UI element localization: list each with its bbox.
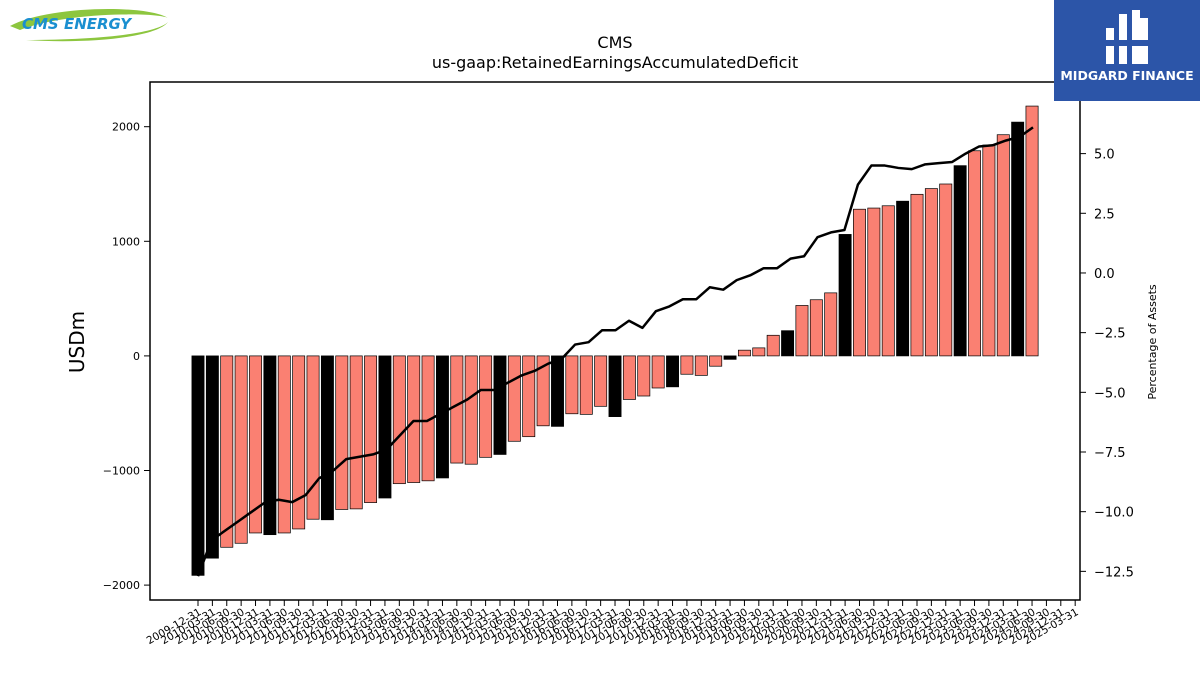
chart-title: CMS (597, 33, 632, 52)
y2-tick-label: −7.5 (1094, 446, 1126, 461)
bar (306, 355, 320, 520)
bar (479, 355, 493, 458)
bar (320, 355, 334, 521)
bar (838, 234, 852, 357)
bar (910, 193, 924, 357)
y-tick-label: −1000 (103, 465, 140, 478)
bar (407, 355, 421, 483)
y2-axis-label: Percentage of Assets (1146, 284, 1159, 400)
bar (853, 208, 866, 357)
bar (263, 355, 277, 536)
bar (867, 207, 881, 357)
bar (191, 355, 205, 576)
bar (752, 347, 766, 357)
bar (364, 355, 378, 503)
bar (464, 355, 478, 465)
bar (766, 334, 780, 357)
bar (608, 355, 622, 417)
bar (493, 355, 507, 455)
bar (565, 355, 579, 415)
bar (953, 165, 967, 357)
bar (378, 355, 392, 499)
chart-subtitle: us-gaap:RetainedEarningsAccumulatedDefic… (432, 53, 798, 72)
bar (737, 349, 751, 357)
bar (881, 205, 895, 357)
y-tick-label: 1000 (112, 235, 140, 248)
bar (1025, 105, 1039, 357)
bar (220, 355, 234, 548)
bar (622, 355, 636, 400)
bar (637, 355, 651, 397)
bar (666, 355, 679, 388)
bar (579, 355, 593, 415)
cms-energy-logo: CMS ENERGY (6, 4, 172, 44)
bar (968, 150, 981, 357)
plot-area: −2000 −1000 0 1000 2000 −12.5 −10.0 −7.5 −5.0 −2.… (103, 105, 1134, 647)
bar (709, 355, 723, 367)
bar (234, 355, 248, 544)
bar (723, 355, 737, 360)
y-tick-label: 0 (133, 350, 140, 363)
bar (292, 355, 306, 530)
bar (392, 355, 406, 485)
bar (335, 355, 349, 510)
bar (809, 299, 823, 357)
bar (349, 355, 363, 510)
bar (996, 134, 1010, 357)
bar (450, 355, 464, 464)
bar (651, 355, 665, 389)
bar (1011, 121, 1025, 357)
cms-energy-logo-text: CMS ENERGY (22, 15, 132, 33)
bar (536, 355, 550, 427)
y2-tick-label: −12.5 (1094, 565, 1134, 580)
bar (694, 355, 708, 376)
bar (436, 355, 449, 479)
y2-tick-label: −2.5 (1094, 327, 1126, 342)
bar (205, 355, 219, 559)
bar (781, 330, 795, 357)
midgard-finance-logo-text: MIDGARD FINANCE (1060, 68, 1194, 83)
bar (277, 355, 291, 534)
bar (551, 355, 564, 427)
cms-swoosh-icon (10, 8, 168, 42)
y-axis-label: USDm (65, 311, 89, 373)
midgard-emblem-icon (1106, 10, 1148, 64)
y2-tick-label: −10.0 (1094, 506, 1134, 521)
y-tick-label: 2000 (112, 121, 140, 134)
y2-tick-label: 5.0 (1094, 148, 1115, 163)
y2-tick-label: −5.0 (1094, 386, 1126, 401)
bar (522, 355, 536, 438)
bar (896, 200, 910, 357)
bar (594, 355, 608, 407)
midgard-finance-logo: MIDGARD FINANCE (1054, 0, 1200, 101)
bar (939, 183, 953, 357)
y2-tick-label: 2.5 (1094, 207, 1115, 222)
series-line (196, 126, 1034, 577)
bar (982, 144, 996, 357)
bar (795, 305, 809, 357)
bar (924, 188, 938, 357)
bar (680, 355, 694, 375)
bar (824, 292, 838, 357)
y2-tick-label: 0.0 (1094, 267, 1115, 282)
bar (507, 355, 521, 442)
plot-frame (149, 81, 1081, 601)
bar (249, 355, 262, 534)
y-tick-label: −2000 (103, 579, 140, 592)
